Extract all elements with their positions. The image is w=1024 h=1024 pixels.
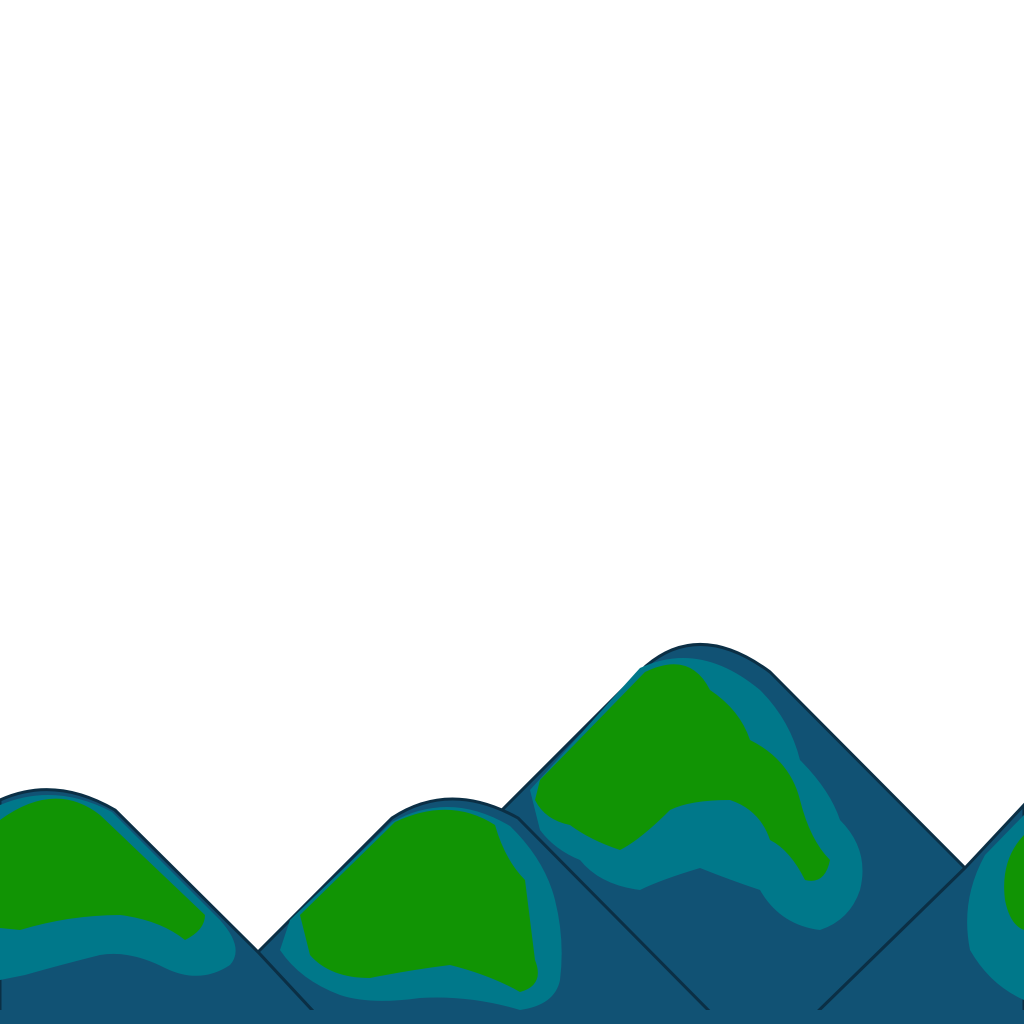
ground-strip bbox=[0, 1010, 1024, 1024]
hill-left bbox=[0, 788, 328, 1024]
hill-left-green-top bbox=[0, 798, 205, 940]
hill-middle-green-top bbox=[300, 809, 538, 992]
hill-right-edge-base bbox=[802, 802, 1024, 1024]
hill-middle bbox=[255, 797, 725, 1024]
hill-tall-green-top bbox=[535, 664, 830, 881]
hill-right-edge-green-top bbox=[1004, 835, 1024, 930]
hill-right-edge bbox=[802, 802, 1024, 1024]
